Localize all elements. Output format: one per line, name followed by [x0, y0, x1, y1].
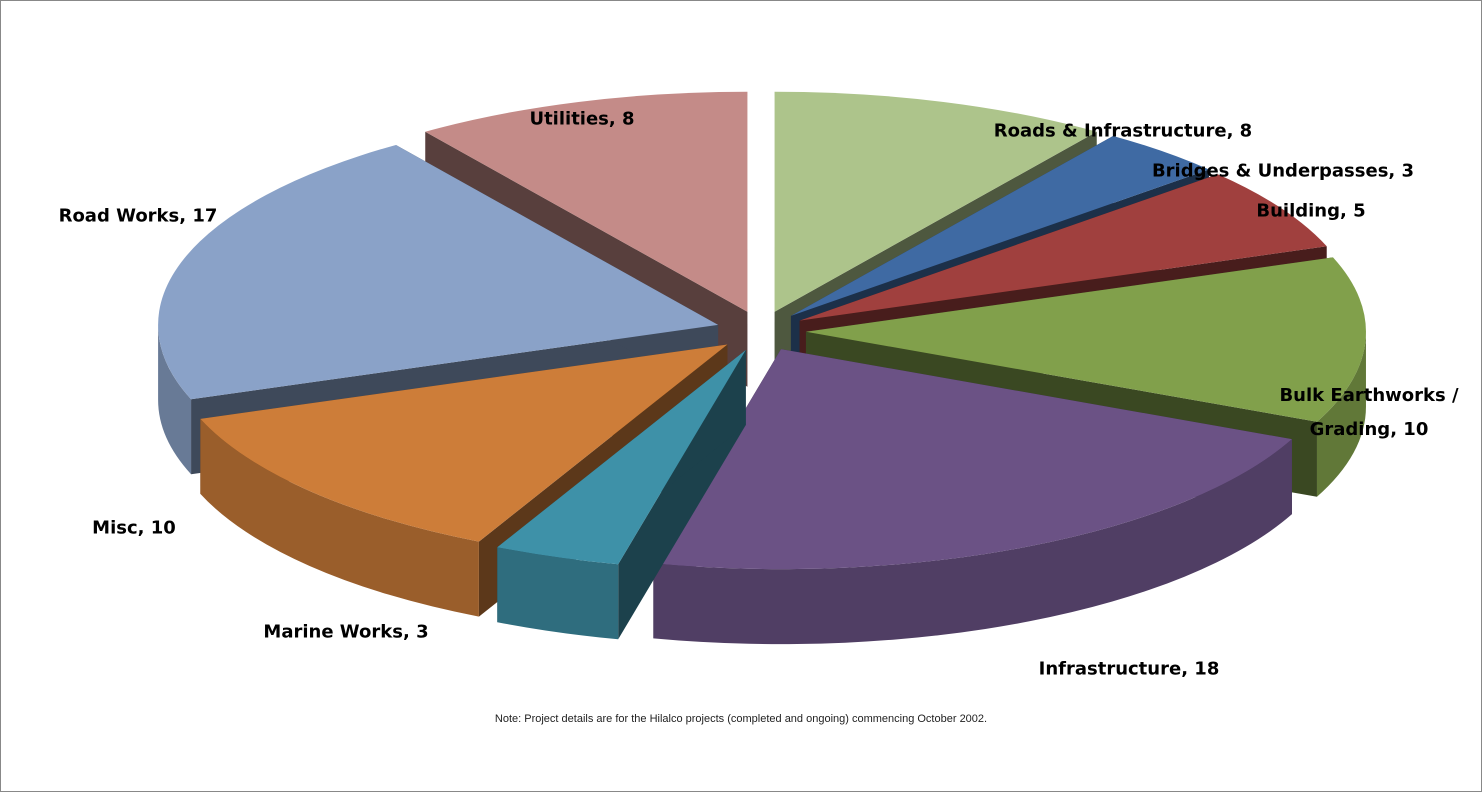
label-category: Misc: [92, 517, 138, 539]
slice-wall: [158, 324, 192, 475]
data-label: Bulk Earthworks / Grading, 10: [1279, 385, 1459, 440]
label-category: Building: [1256, 200, 1340, 222]
note: Note: Project details are for the Hilalc…: [494, 713, 988, 725]
slice-wall: [1316, 331, 1366, 497]
slice-wall: [497, 547, 619, 640]
data-label: Building, 5: [1256, 200, 1366, 222]
label-category: Utilities: [529, 108, 609, 130]
label-value: 3: [416, 621, 429, 643]
label-category: Roads & Infrastructure: [993, 120, 1227, 142]
label-value: 8: [1239, 120, 1253, 142]
slice: [497, 350, 746, 565]
data-label: Road Works, 17: [58, 205, 218, 227]
label-value: 3: [1401, 160, 1415, 182]
label-value: 10: [1403, 419, 1429, 440]
label-category: Marine Works: [263, 621, 403, 643]
label-category: Bridges & Underpasses: [1151, 160, 1389, 182]
label-value: 18: [1194, 658, 1220, 680]
label-value: 10: [150, 517, 176, 539]
data-label: Roads & Infrastructure, 8: [993, 120, 1253, 142]
slice-wall: [200, 418, 479, 617]
slice: [158, 144, 719, 400]
slice: [799, 174, 1327, 321]
slice: [805, 257, 1366, 422]
slice: [774, 91, 1097, 312]
data-label: Utilities, 8: [529, 108, 635, 130]
data-label: Marine Works, 3: [263, 621, 429, 643]
slice: [200, 344, 728, 542]
label-category: Road Works: [58, 205, 180, 227]
label-category: Infrastructure: [1038, 658, 1182, 680]
data-label: Bridges & Underpasses, 3: [1151, 160, 1415, 182]
label-value: 17: [192, 205, 218, 227]
slice: [790, 135, 1210, 316]
slice-wall: [653, 439, 1292, 645]
data-label: Infrastructure, 18: [1038, 658, 1220, 680]
label-category: Bulk Earthworks / Grading: [1279, 385, 1459, 440]
data-label: Misc, 10: [92, 517, 176, 539]
label-value: 8: [622, 108, 635, 130]
slice: [653, 349, 1292, 570]
label-value: 5: [1353, 200, 1366, 222]
slice: [425, 91, 748, 312]
